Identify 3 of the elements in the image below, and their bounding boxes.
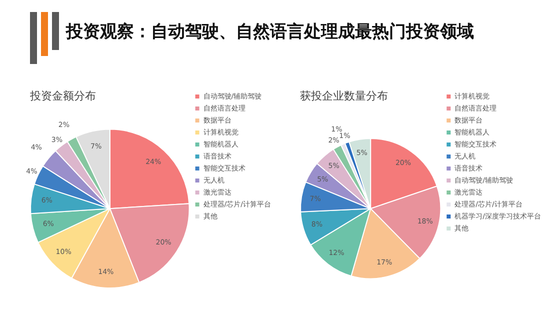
- text: 投资观察：自动驾驶、自然语言处理成最热门投资领域: [66, 21, 474, 43]
- chart-title: 获投企业数量分布: [300, 89, 388, 102]
- chart-title: 投资金额分布: [29, 89, 96, 102]
